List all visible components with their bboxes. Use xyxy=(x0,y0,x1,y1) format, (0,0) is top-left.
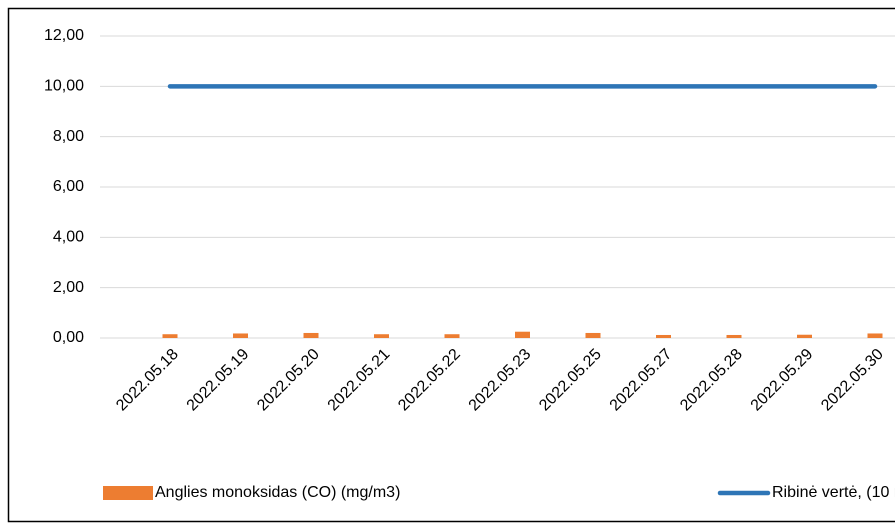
chart-border xyxy=(7,7,895,523)
y-tick-label: 4,00 xyxy=(53,229,84,246)
legend-label: Anglies monoksidas (CO) (mg/m3) xyxy=(155,484,400,501)
legend-label: Ribinė vertė, (10 mg/m3) xyxy=(772,484,895,501)
bar xyxy=(162,334,178,338)
bar xyxy=(656,334,671,338)
y-tick-label: 8,00 xyxy=(53,128,84,145)
y-tick-label: 6,00 xyxy=(53,178,84,195)
bar xyxy=(585,332,601,338)
bar xyxy=(374,334,389,338)
legend-swatch xyxy=(103,486,153,500)
y-tick-label: 0,00 xyxy=(53,329,84,346)
bar xyxy=(233,333,248,338)
bar xyxy=(303,332,319,338)
y-tick-label: 2,00 xyxy=(53,279,84,296)
y-tick-label: 10,00 xyxy=(44,78,84,95)
bar xyxy=(726,334,742,338)
bar xyxy=(444,334,460,338)
y-tick-label: 12,00 xyxy=(44,27,84,44)
bar xyxy=(515,331,530,338)
bar xyxy=(797,334,812,338)
bar xyxy=(867,333,883,338)
